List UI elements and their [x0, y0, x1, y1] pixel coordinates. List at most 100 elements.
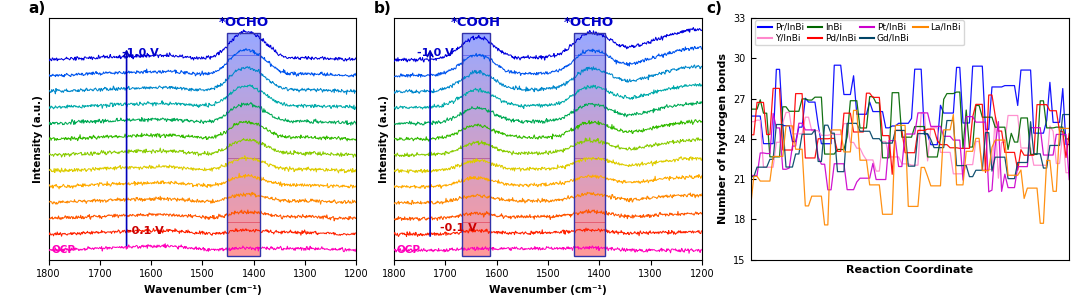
Bar — [573, 131, 605, 133]
Bar — [462, 167, 490, 170]
Bar — [227, 139, 260, 142]
Bar — [227, 47, 260, 50]
Y/InBi — [744, 120, 757, 124]
Bar — [462, 42, 490, 44]
Bar — [462, 81, 490, 83]
Bar — [462, 239, 490, 242]
Bar — [573, 170, 605, 172]
Bar — [573, 150, 605, 153]
Bar — [227, 131, 260, 133]
Legend: Pr/InBi, Y/InBi, InBi, Pd/InBi, Pt/InBi, Gd/InBi, La/InBi: Pr/InBi, Y/InBi, InBi, Pd/InBi, Pt/InBi,… — [755, 20, 963, 45]
Bar — [462, 89, 490, 92]
Bar — [227, 86, 260, 89]
X-axis label: Wavenumber (cm⁻¹): Wavenumber (cm⁻¹) — [489, 285, 607, 295]
Bar — [227, 231, 260, 234]
Bar — [227, 64, 260, 67]
Bar — [573, 184, 605, 186]
Bar — [462, 47, 490, 50]
Bar — [462, 153, 490, 156]
La/InBi — [847, 108, 860, 112]
Bar — [573, 147, 605, 150]
Bar — [227, 181, 260, 184]
Pr/InBi — [806, 100, 819, 104]
Bar — [573, 203, 605, 206]
InBi — [1063, 137, 1076, 141]
Pr/InBi — [1043, 81, 1056, 84]
Bar — [462, 234, 490, 236]
Bar — [573, 214, 605, 217]
Text: -0.1 V: -0.1 V — [441, 223, 477, 233]
Pt/InBi — [937, 134, 950, 138]
Bar — [462, 242, 490, 245]
Bar — [573, 198, 605, 200]
Line: Pd/InBi: Pd/InBi — [751, 88, 1069, 174]
Bar — [462, 228, 490, 231]
Bar — [573, 225, 605, 228]
Gd/InBi — [908, 164, 921, 168]
InBi — [1043, 126, 1056, 130]
Bar — [573, 234, 605, 236]
InBi — [937, 98, 950, 101]
Bar — [573, 178, 605, 181]
Bar — [462, 114, 490, 117]
Gd/InBi — [1063, 113, 1076, 116]
Bar — [462, 175, 490, 178]
Bar — [462, 184, 490, 186]
Bar — [462, 206, 490, 209]
Bar — [462, 139, 490, 142]
Text: b): b) — [374, 1, 391, 16]
Bar — [227, 192, 260, 195]
Bar — [462, 108, 490, 111]
Bar — [462, 106, 490, 108]
Pd/InBi — [1043, 109, 1056, 113]
Bar — [462, 186, 490, 189]
Bar — [462, 92, 490, 95]
Bar — [573, 53, 605, 56]
Text: *OCHO: *OCHO — [218, 16, 269, 29]
Bar — [227, 33, 260, 36]
Bar — [227, 206, 260, 209]
Bar — [573, 186, 605, 189]
Pt/InBi — [819, 162, 832, 166]
Bar — [462, 231, 490, 234]
Bar — [462, 211, 490, 214]
Bar — [573, 236, 605, 239]
Line: Pr/InBi: Pr/InBi — [751, 65, 1069, 145]
Bar — [462, 97, 490, 100]
Bar — [573, 175, 605, 178]
Bar — [462, 164, 490, 167]
Bar — [227, 253, 260, 256]
Bar — [227, 228, 260, 231]
Bar — [573, 181, 605, 184]
InBi — [876, 156, 889, 160]
Bar — [227, 50, 260, 53]
Bar — [462, 236, 490, 239]
Bar — [227, 239, 260, 242]
Y-axis label: Intensity (a.u.): Intensity (a.u.) — [33, 95, 43, 183]
Bar — [462, 159, 490, 161]
Bar — [573, 139, 605, 142]
Bar — [573, 56, 605, 58]
Pd/InBi — [767, 87, 780, 90]
Bar — [573, 122, 605, 125]
Bar — [462, 214, 490, 217]
Bar — [573, 142, 605, 145]
Bar — [227, 133, 260, 136]
Bar — [462, 220, 490, 223]
Bar — [573, 167, 605, 170]
Bar — [573, 36, 605, 39]
Bar — [573, 200, 605, 203]
La/InBi — [819, 223, 832, 227]
Bar — [227, 69, 260, 72]
Bar — [573, 245, 605, 248]
Text: OCP: OCP — [396, 245, 421, 255]
Bar — [227, 97, 260, 100]
Bar — [573, 72, 605, 75]
Pr/InBi — [1063, 143, 1076, 146]
Gd/InBi — [744, 175, 757, 178]
Pt/InBi — [1063, 178, 1076, 182]
Bar — [227, 103, 260, 106]
Bar — [462, 150, 490, 153]
Bar — [462, 39, 490, 42]
Bar — [462, 136, 490, 139]
